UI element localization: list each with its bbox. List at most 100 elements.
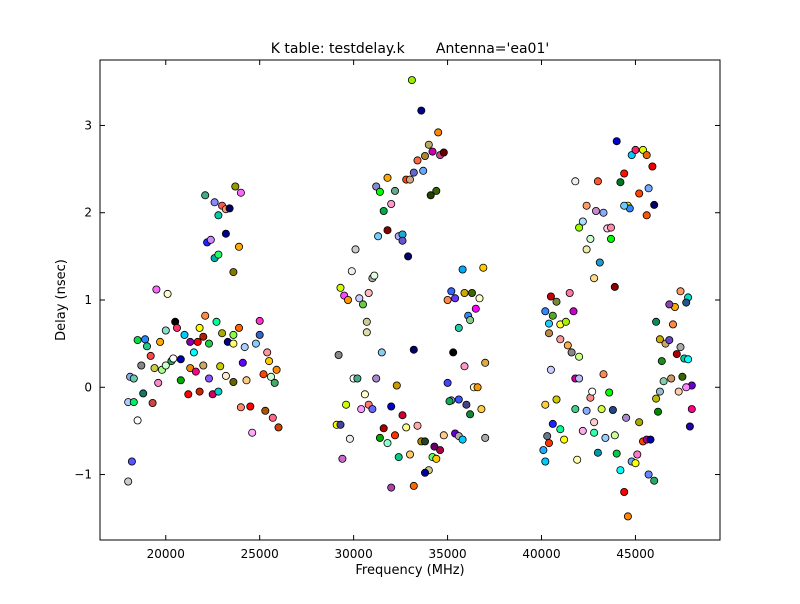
data-point xyxy=(387,483,396,492)
data-point xyxy=(229,268,238,277)
data-point xyxy=(539,446,548,455)
data-point xyxy=(124,477,133,486)
data-point xyxy=(471,304,480,313)
data-point xyxy=(481,433,490,442)
data-point xyxy=(214,387,223,396)
data-point xyxy=(236,188,245,197)
data-point xyxy=(672,350,681,359)
data-point xyxy=(597,405,606,414)
data-point xyxy=(473,383,482,392)
data-point xyxy=(565,288,574,297)
data-point xyxy=(139,389,148,398)
data-point xyxy=(212,317,221,326)
data-point xyxy=(129,398,138,407)
data-point xyxy=(141,335,150,344)
data-point xyxy=(575,352,584,361)
data-point xyxy=(593,448,602,457)
data-point xyxy=(571,405,580,414)
data-point xyxy=(398,411,407,420)
data-point xyxy=(246,402,255,411)
data-point xyxy=(142,342,151,351)
y-tick-label: 3 xyxy=(84,118,92,132)
data-point xyxy=(240,343,249,352)
data-point xyxy=(375,433,384,442)
data-point xyxy=(353,374,362,383)
data-point xyxy=(548,419,557,428)
data-point xyxy=(669,320,678,329)
data-point xyxy=(582,245,591,254)
data-point xyxy=(552,395,561,404)
data-point xyxy=(413,421,422,430)
data-point xyxy=(657,357,666,366)
data-point xyxy=(347,267,356,276)
data-point xyxy=(390,186,399,195)
data-point xyxy=(586,234,595,243)
data-point xyxy=(236,403,245,412)
data-point xyxy=(454,323,463,332)
data-point xyxy=(426,191,435,200)
data-point xyxy=(449,348,458,357)
data-point xyxy=(259,370,268,379)
data-point xyxy=(357,405,366,414)
data-point xyxy=(156,337,165,346)
data-point xyxy=(569,307,578,316)
data-point xyxy=(479,263,488,272)
data-point xyxy=(265,357,274,366)
data-point xyxy=(268,413,277,422)
data-point xyxy=(467,288,476,297)
data-point xyxy=(552,297,561,306)
data-point xyxy=(545,439,554,448)
y-tick-label: −1 xyxy=(74,468,92,482)
data-point xyxy=(221,229,230,238)
data-point xyxy=(436,446,445,455)
y-axis-ticks: −1 0 1 2 3 xyxy=(74,118,720,482)
data-point xyxy=(379,206,388,215)
data-point xyxy=(199,361,208,370)
data-point xyxy=(684,355,693,364)
data-point xyxy=(601,433,610,442)
data-point xyxy=(127,457,136,466)
data-point xyxy=(667,374,676,383)
data-point xyxy=(146,351,155,360)
data-point xyxy=(383,226,392,235)
data-point xyxy=(582,201,591,210)
x-tick-label: 40000 xyxy=(522,547,560,561)
data-point xyxy=(338,454,347,463)
data-point xyxy=(682,383,691,392)
data-point xyxy=(419,166,428,175)
data-point xyxy=(248,428,257,437)
data-point xyxy=(409,481,418,490)
data-point xyxy=(195,323,204,332)
data-point xyxy=(221,371,230,380)
data-point xyxy=(266,372,275,381)
data-point xyxy=(451,294,460,303)
data-point xyxy=(599,370,608,379)
data-point xyxy=(430,442,439,451)
data-point xyxy=(387,402,396,411)
data-point xyxy=(191,367,200,376)
data-point xyxy=(195,387,204,396)
data-point xyxy=(370,271,379,280)
y-axis-label: Delay (nsec) xyxy=(54,259,69,341)
data-point xyxy=(336,283,345,292)
data-point xyxy=(362,317,371,326)
data-point xyxy=(642,211,651,220)
data-point xyxy=(342,400,351,409)
data-point xyxy=(152,285,161,294)
data-point xyxy=(186,337,195,346)
data-point xyxy=(439,431,448,440)
data-point xyxy=(383,173,392,182)
data-point xyxy=(360,390,369,399)
data-point xyxy=(561,317,570,326)
data-point xyxy=(607,234,616,243)
data-point xyxy=(374,232,383,241)
data-point xyxy=(216,362,225,371)
data-point xyxy=(650,476,659,485)
data-point xyxy=(379,424,388,433)
data-point xyxy=(129,374,138,383)
data-point xyxy=(133,336,142,345)
data-point xyxy=(334,350,343,359)
data-point xyxy=(336,420,345,429)
data-point xyxy=(402,423,411,432)
data-point xyxy=(588,387,597,396)
